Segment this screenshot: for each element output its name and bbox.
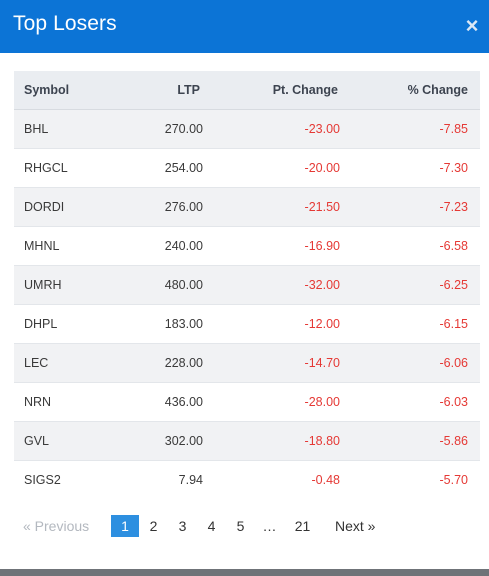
table-row: NRN 436.00 -28.00 -6.03	[14, 382, 480, 421]
page-button-21[interactable]: 21	[294, 518, 311, 534]
cell-pt-change: -21.50	[304, 199, 340, 214]
cell-pt-change: -16.90	[304, 238, 340, 253]
close-icon[interactable]: ×	[465, 13, 479, 38]
cell-ltp: 302.00	[164, 433, 203, 448]
table-row: BHL 270.00 -23.00 -7.85	[14, 109, 480, 148]
cell-ltp: 276.00	[164, 199, 203, 214]
cell-pt-change: -0.48	[311, 472, 341, 487]
table-row: DORDI 276.00 -21.50 -7.23	[14, 187, 480, 226]
cell-pt-change: -14.70	[304, 355, 340, 370]
cell-ltp: 436.00	[164, 394, 203, 409]
pagination: « Previous 1 2 3 4 5 … 21 Next »	[14, 515, 375, 537]
table-header-row: Symbol LTP Pt. Change % Change	[14, 71, 480, 110]
column-header-ltp[interactable]: LTP	[120, 71, 203, 110]
cell-ltp: 240.00	[164, 238, 203, 253]
column-header-pt-change[interactable]: Pt. Change	[203, 71, 340, 110]
table-row: DHPL 183.00 -12.00 -6.15	[14, 304, 480, 343]
cell-symbol[interactable]: BHL	[24, 121, 49, 136]
page-button-1[interactable]: 1	[111, 515, 139, 537]
bottom-scroll-bar	[0, 569, 489, 576]
cell-pt-change: -28.00	[304, 394, 340, 409]
cell-symbol[interactable]: SIGS2	[24, 472, 61, 487]
page-button-5[interactable]: 5	[236, 518, 245, 534]
cell-ltp: 254.00	[164, 160, 203, 175]
cell-pt-change: -12.00	[304, 316, 340, 331]
losers-table-container: Symbol LTP Pt. Change % Change BHL 270.0…	[14, 71, 480, 499]
page-button-4[interactable]: 4	[207, 518, 216, 534]
cell-symbol[interactable]: MHNL	[24, 238, 60, 253]
cell-pct-change: -6.15	[439, 316, 469, 331]
cell-pct-change: -6.06	[439, 355, 469, 370]
cell-symbol[interactable]: DORDI	[24, 199, 65, 214]
cell-symbol[interactable]: GVL	[24, 433, 50, 448]
losers-table: Symbol LTP Pt. Change % Change BHL 270.0…	[14, 71, 480, 499]
cell-pt-change: -20.00	[304, 160, 340, 175]
column-header-pct-change[interactable]: % Change	[340, 71, 480, 110]
column-header-symbol[interactable]: Symbol	[14, 71, 120, 110]
cell-pct-change: -7.85	[439, 121, 469, 136]
cell-pt-change: -23.00	[304, 121, 340, 136]
table-row: SIGS2 7.94 -0.48 -5.70	[14, 460, 480, 499]
modal-title: Top Losers	[13, 12, 117, 35]
table-row: GVL 302.00 -18.80 -5.86	[14, 421, 480, 460]
cell-pct-change: -7.23	[439, 199, 469, 214]
cell-pct-change: -6.03	[439, 394, 469, 409]
cell-symbol[interactable]: DHPL	[24, 316, 58, 331]
pagination-ellipsis: …	[262, 518, 277, 534]
table-row: LEC 228.00 -14.70 -6.06	[14, 343, 480, 382]
cell-ltp: 480.00	[164, 277, 203, 292]
cell-ltp: 7.94	[178, 472, 203, 487]
modal-header: Top Losers ×	[0, 0, 489, 53]
next-page-button[interactable]: Next »	[335, 518, 376, 534]
page-button-3[interactable]: 3	[178, 518, 187, 534]
table-row: RHGCL 254.00 -20.00 -7.30	[14, 148, 480, 187]
page-button-2[interactable]: 2	[149, 518, 158, 534]
cell-symbol[interactable]: RHGCL	[24, 160, 68, 175]
table-body: BHL 270.00 -23.00 -7.85 RHGCL 254.00 -20…	[14, 109, 480, 499]
cell-ltp: 183.00	[164, 316, 203, 331]
cell-symbol[interactable]: LEC	[24, 355, 49, 370]
cell-ltp: 228.00	[164, 355, 203, 370]
table-row: UMRH 480.00 -32.00 -6.25	[14, 265, 480, 304]
table-row: MHNL 240.00 -16.90 -6.58	[14, 226, 480, 265]
cell-symbol[interactable]: NRN	[24, 394, 52, 409]
cell-pct-change: -7.30	[439, 160, 469, 175]
cell-pct-change: -6.58	[439, 238, 469, 253]
cell-ltp: 270.00	[164, 121, 203, 136]
cell-pt-change: -32.00	[304, 277, 340, 292]
cell-pct-change: -5.70	[439, 472, 469, 487]
cell-pct-change: -6.25	[439, 277, 469, 292]
previous-page-button[interactable]: « Previous	[23, 518, 90, 534]
cell-pt-change: -18.80	[304, 433, 340, 448]
cell-symbol[interactable]: UMRH	[24, 277, 62, 292]
cell-pct-change: -5.86	[439, 433, 469, 448]
